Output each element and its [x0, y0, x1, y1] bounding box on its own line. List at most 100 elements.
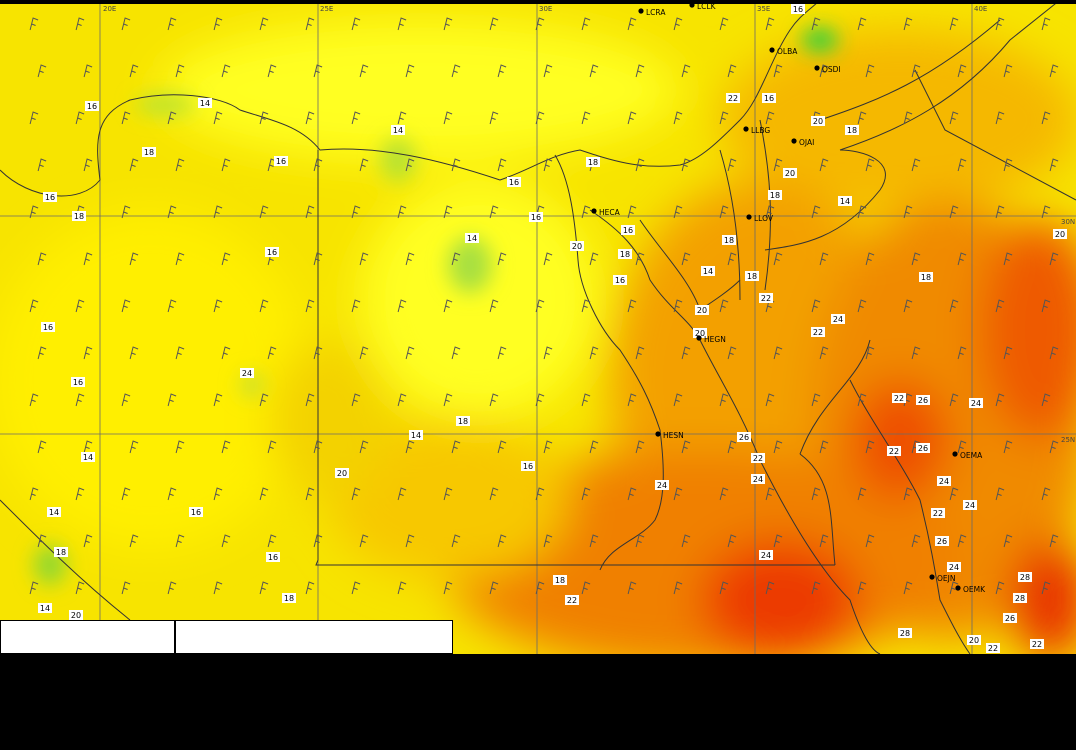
wind-barb — [1049, 440, 1059, 454]
wind-barb — [75, 299, 85, 313]
wind-barb — [719, 581, 729, 595]
wind-barb — [1041, 17, 1051, 31]
label-box — [621, 225, 635, 235]
label-box — [507, 177, 521, 187]
wind-barb — [313, 252, 323, 266]
label-box — [935, 536, 949, 546]
wind-barb — [627, 487, 637, 501]
temperature-label: 18 — [56, 548, 66, 557]
wind-barb — [451, 346, 461, 360]
wind-barb — [581, 205, 591, 219]
station-code: LLOV — [754, 214, 774, 223]
temperature-label: 16 — [43, 323, 53, 332]
temperature-label: 18 — [724, 236, 734, 245]
label-box — [38, 603, 52, 613]
wind-barb — [451, 158, 461, 172]
label-box — [618, 249, 632, 259]
top-bar — [0, 0, 1076, 4]
wind-barb — [765, 581, 775, 595]
temperature-label: 20 — [337, 469, 347, 478]
temperature-label: 18 — [747, 272, 757, 281]
temperature-label: 16 — [793, 5, 803, 14]
wind-barb — [213, 581, 223, 595]
wind-barb — [543, 440, 553, 454]
temperature-label: 16 — [509, 178, 519, 187]
station-code: OSDI — [822, 65, 841, 74]
valid-time: Valid 12 UTC on 18 Feb 2022 — [5, 703, 171, 717]
temperature-label: 22 — [933, 509, 943, 518]
wind-barb — [719, 393, 729, 407]
temperature-label: 14 — [411, 431, 421, 440]
label-box — [986, 643, 1000, 653]
wind-barb — [673, 111, 683, 125]
wind-barb — [773, 64, 783, 78]
wind-barb — [259, 17, 269, 31]
wind-barb — [305, 487, 315, 501]
temperature-label: 22 — [1032, 640, 1042, 649]
label-box — [751, 453, 765, 463]
wind-barb — [259, 299, 269, 313]
label-box — [335, 468, 349, 478]
wind-barb — [221, 534, 231, 548]
wind-barb — [443, 581, 453, 595]
wind-barb — [903, 205, 913, 219]
label-box — [693, 328, 707, 338]
label-box — [69, 610, 83, 620]
wind-barb — [957, 158, 967, 172]
wind-barb — [259, 581, 269, 595]
label-box — [916, 395, 930, 405]
wind-barb — [903, 111, 913, 125]
wind-barb — [259, 487, 269, 501]
label-box — [791, 4, 805, 14]
wind-barb — [37, 158, 47, 172]
label-box — [43, 192, 57, 202]
wind-barb — [811, 487, 821, 501]
wind-barb — [719, 487, 729, 501]
wind-barb — [1003, 252, 1013, 266]
temperature-label: 24 — [939, 477, 949, 486]
wind-barb — [37, 346, 47, 360]
label-box — [919, 272, 933, 282]
wind-barb — [1003, 440, 1013, 454]
wind-barb — [221, 440, 231, 454]
wind-barb — [811, 299, 821, 313]
wind-barb — [405, 440, 415, 454]
label-box — [759, 293, 773, 303]
wind-barb — [543, 64, 553, 78]
temperature-label: 20 — [813, 117, 823, 126]
wind-barb — [489, 17, 499, 31]
wind-barb — [451, 534, 461, 548]
wind-barb — [167, 205, 177, 219]
wind-barb — [351, 299, 361, 313]
label-box — [737, 432, 751, 442]
label-box — [1053, 229, 1067, 239]
wind-barb — [819, 158, 829, 172]
label-box — [759, 550, 773, 560]
wind-barb — [83, 252, 93, 266]
wind-barb — [949, 487, 959, 501]
agency-box: E M A - Cairo Valid 12 UTC on 18 Feb 202… — [0, 620, 175, 717]
temperature-label: 18 — [620, 250, 630, 259]
wind-barb — [681, 64, 691, 78]
wind-barb — [627, 299, 637, 313]
temperature-label: 16 — [764, 94, 774, 103]
wind-barb — [811, 393, 821, 407]
wind-barb — [949, 17, 959, 31]
station-dot — [929, 574, 935, 580]
temperature-label: 28 — [1020, 573, 1030, 582]
wind-barb — [811, 581, 821, 595]
wind-barb — [857, 17, 867, 31]
wind-barb — [83, 64, 93, 78]
station-code: LCLK — [697, 2, 717, 11]
label-box — [274, 156, 288, 166]
wind-barb — [535, 581, 545, 595]
wind-barb — [83, 158, 93, 172]
wind-barb — [121, 299, 131, 313]
label-box — [845, 125, 859, 135]
label-box — [565, 595, 579, 605]
temperature-label: 18 — [588, 158, 598, 167]
wind-barb — [397, 487, 407, 501]
temperature-label: 16 — [73, 378, 83, 387]
wind-barb — [397, 205, 407, 219]
wind-barb — [313, 158, 323, 172]
